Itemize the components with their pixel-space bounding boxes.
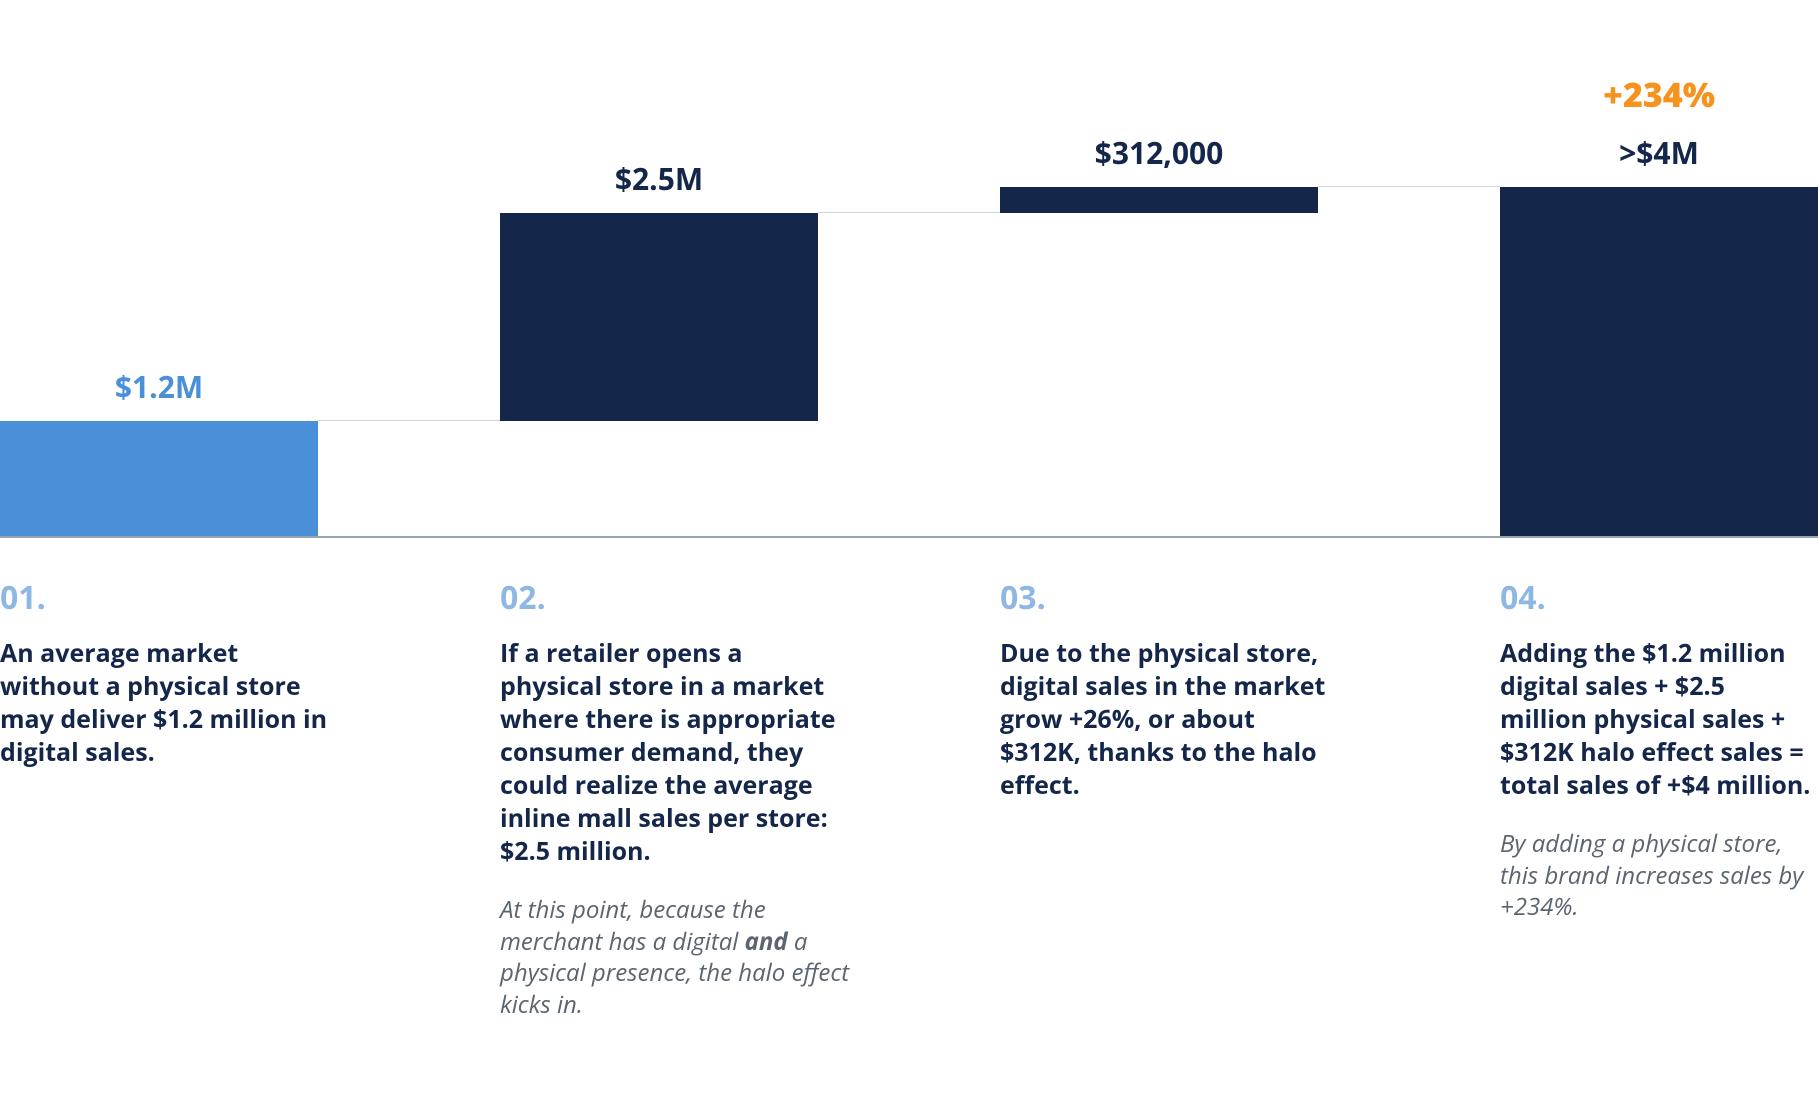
waterfall-chart: $1.2M $2.5M $312,000 >$4M +234% [0, 0, 1818, 536]
bar-label-total: >$4M [1500, 132, 1818, 173]
caption-num-c3: 03. [1000, 576, 1330, 619]
caption-c3: 03. Due to the physical store, digital sa… [1000, 576, 1330, 802]
caption-main-c1: An average market without a physical sto… [0, 637, 330, 769]
bar-extra-label-total: +234% [1500, 71, 1818, 117]
connector-physical-halo [818, 212, 1000, 213]
chart-baseline [0, 536, 1818, 538]
caption-c2: 02. If a retailer opens a physical store … [500, 576, 850, 1021]
caption-main-c4: Adding the $1.2 million digital sales + … [1500, 637, 1818, 802]
caption-num-c4: 04. [1500, 576, 1818, 619]
connector-halo-total [1318, 186, 1500, 187]
caption-c4: 04. Adding the $1.2 million digital sales… [1500, 576, 1818, 923]
connector-digital-physical [318, 420, 500, 421]
bar-label-digital: $1.2M [0, 366, 318, 407]
caption-num-c2: 02. [500, 576, 850, 619]
caption-main-c2: If a retailer opens a physical store in … [500, 637, 850, 868]
caption-main-c3: Due to the physical store, digital sales… [1000, 637, 1330, 802]
caption-sub-c4: By adding a physical store, this brand i… [1500, 828, 1818, 923]
bar-digital [0, 421, 318, 536]
bar-label-halo: $312,000 [1000, 132, 1318, 173]
caption-sub-c2: At this point, because the merchant has … [500, 894, 850, 1021]
caption-c1: 01. An average market without a physical … [0, 576, 330, 769]
bar-label-physical: $2.5M [500, 158, 818, 199]
bar-physical [500, 213, 818, 421]
caption-num-c1: 01. [0, 576, 330, 619]
bar-halo [1000, 187, 1318, 213]
bar-total [1500, 187, 1818, 536]
